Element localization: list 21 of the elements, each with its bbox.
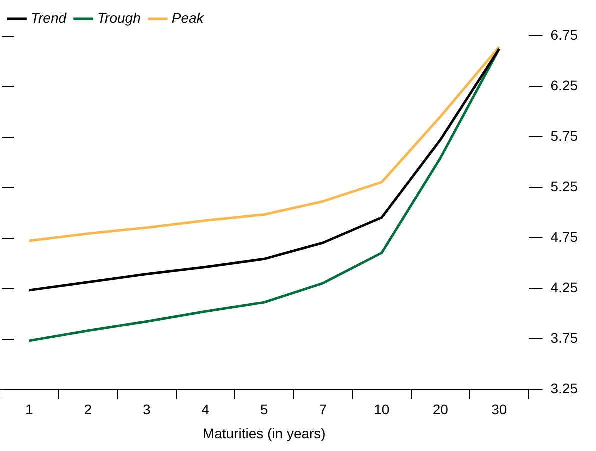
legend-label: Peak [172,10,205,26]
x-tick-label: 3 [142,402,151,418]
x-tick-label: 7 [319,402,328,418]
y-tick-label: 4.75 [550,228,578,245]
x-tick-label: 5 [260,402,268,418]
legend-label: Trend [31,10,68,26]
x-tick-label: 20 [432,402,449,418]
y-tick-label: 6.25 [550,77,578,94]
x-tick-label: 2 [84,402,92,418]
x-axis-title: Maturities (in years) [202,425,326,442]
y-tick-label: 6.75 [550,26,578,43]
y-tick-label: 5.75 [550,128,578,144]
x-tick-label: 4 [202,402,210,418]
y-tick-label: 3.25 [550,380,578,396]
legend-label: Trough [98,10,142,26]
y-tick-label: 4.25 [550,279,578,296]
x-tick-label: 30 [492,402,508,418]
x-tick-label: 1 [25,402,34,418]
y-tick-label: 5.25 [550,178,578,194]
y-tick-label: 3.75 [550,330,578,346]
x-tick-label: 10 [374,402,390,418]
